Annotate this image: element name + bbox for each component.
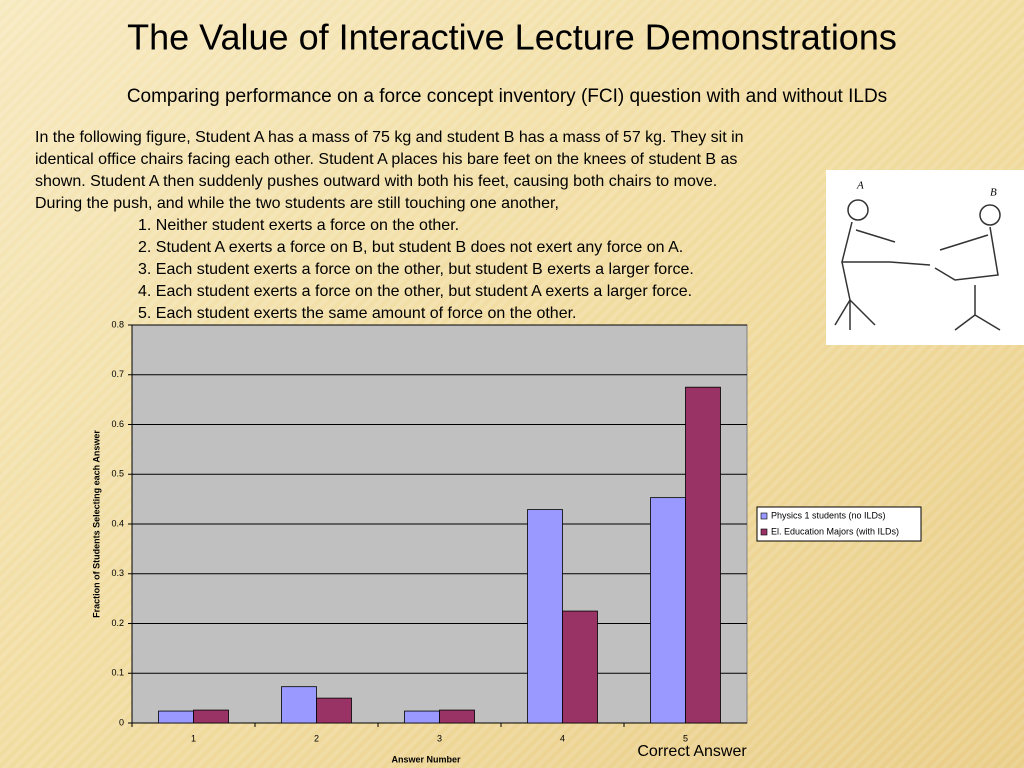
figure-drawing [834,199,1001,331]
x-axis-label: Answer Number [391,754,461,764]
answer-option: 3. Each student exerts a force on the ot… [138,261,694,278]
question-line: In the following figure, Student A has a… [35,129,744,146]
x-tick-label: 5 [683,733,688,743]
answer-option: 1. Neither student exerts a force on the… [138,217,459,234]
answer-option: 5. Each student exerts the same amount o… [138,305,576,322]
legend-label: Physics 1 students (no ILDs) [771,510,886,520]
y-tick-label: 0.5 [111,469,124,479]
x-tick-label: 2 [314,733,319,743]
figure-frame [826,170,1024,345]
question-line: shown. Student A then suddenly pushes ou… [35,173,717,190]
bar [404,710,440,724]
legend-swatch [760,528,768,536]
y-tick-label: 0.8 [111,319,124,329]
figure-label: B [990,187,997,199]
x-tick-label: 1 [191,733,196,743]
annotation: Correct Answer [637,743,747,760]
y-tick-label: 0.3 [111,568,124,578]
question-line: During the push, and while the two stude… [35,195,559,212]
bar [685,386,721,724]
answer-option: 4. Each student exerts a force on the ot… [138,283,692,300]
bar [193,709,229,724]
legend-label: El. Education Majors (with ILDs) [771,526,899,536]
bar [439,709,475,724]
answer-option: 2. Student A exerts a force on B, but st… [138,239,683,256]
legend-swatch [760,512,768,520]
y-axis-label: Fraction of Students Selecting each Answ… [91,430,101,618]
slide-title: The Value of Interactive Lecture Demonst… [127,17,897,58]
y-tick-label: 0.7 [111,369,124,379]
bar [527,509,563,724]
y-tick-label: 0.4 [111,518,124,528]
question-line: identical office chairs facing each othe… [35,151,737,168]
y-tick-label: 0 [119,717,124,727]
bar [650,497,686,724]
bar [158,710,194,724]
bar [281,686,317,724]
slide-subtitle: Comparing performance on a force concept… [127,86,887,107]
legend-box [756,506,922,542]
y-tick-label: 0.2 [111,618,124,628]
bar [562,610,598,724]
y-tick-label: 0.6 [111,419,124,429]
y-tick-label: 0.1 [111,668,124,678]
x-tick-label: 4 [560,733,565,743]
figure-label: A [856,180,864,192]
question-text: In the following figure, Student A has a… [35,129,744,322]
x-tick-label: 3 [437,733,442,743]
bar [316,697,352,724]
figure: A B [826,170,1024,345]
